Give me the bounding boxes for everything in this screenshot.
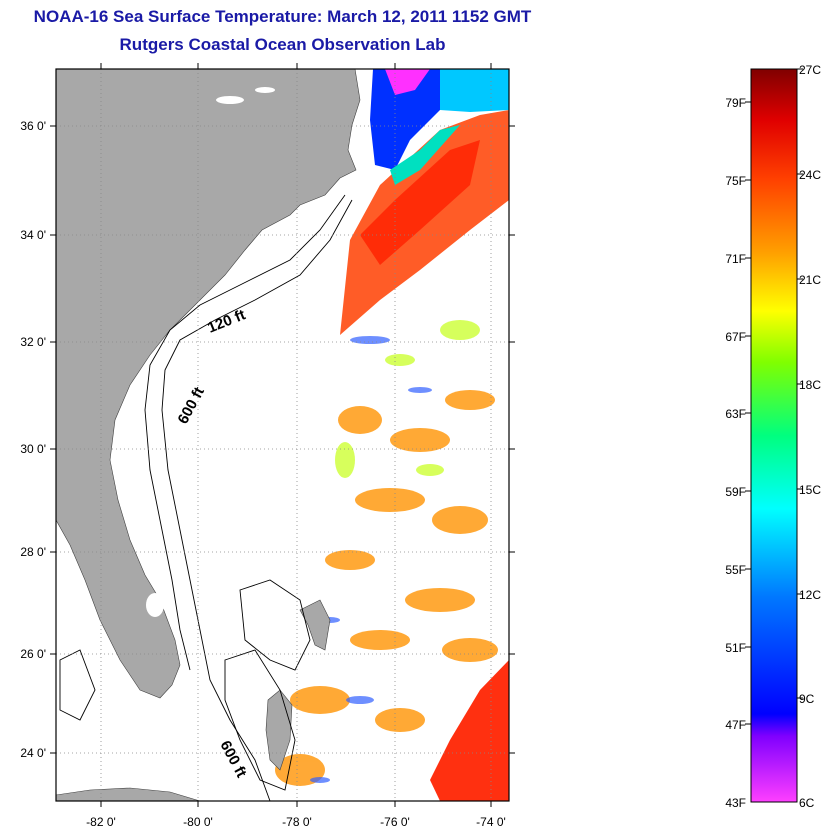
colorbar-c-label: 24C — [799, 168, 821, 182]
colorbar-c-label: 27C — [799, 63, 821, 77]
colorbar-f-label: 47F — [725, 718, 746, 732]
colorbar-f-label: 59F — [725, 485, 746, 499]
colorbar-c-label: 6C — [799, 796, 815, 810]
colorbar-c-label: 21C — [799, 273, 821, 287]
colorbar-f-label: 51F — [725, 641, 746, 655]
axis-ticks — [50, 63, 515, 807]
lon-label: -76 0' — [380, 815, 410, 829]
lat-label: 24 0' — [20, 746, 46, 760]
lon-label: -82 0' — [86, 815, 116, 829]
colorbar-f-label: 63F — [725, 407, 746, 421]
lat-label: 32 0' — [20, 335, 46, 349]
lon-label: -74 0' — [476, 815, 506, 829]
colorbar-c-label: 12C — [799, 588, 821, 602]
lat-label: 26 0' — [20, 647, 46, 661]
colorbar-ticks — [745, 68, 803, 725]
colorbar-c-label: 15C — [799, 483, 821, 497]
colorbar-f-label: 71F — [725, 252, 746, 266]
land-mass — [56, 69, 361, 801]
map-border — [55, 68, 510, 802]
lat-label: 28 0' — [20, 545, 46, 559]
lon-label: -78 0' — [282, 815, 312, 829]
colorbar — [750, 68, 798, 803]
colorbar-f-label: 43F — [725, 796, 746, 810]
colorbar-c-label: 9C — [799, 692, 815, 706]
sst-swath — [275, 69, 509, 801]
map-subtitle: Rutgers Coastal Ocean Observation Lab — [119, 35, 446, 54]
lat-label: 36 0' — [20, 119, 46, 133]
colorbar-f-label: 55F — [725, 563, 746, 577]
bathymetry-contours — [59, 194, 353, 801]
colorbar-c-label: 18C — [799, 378, 821, 392]
colorbar-f-label: 79F — [725, 96, 746, 110]
colorbar-f-label: 75F — [725, 174, 746, 188]
lat-label: 34 0' — [20, 228, 46, 242]
colorbar-f-label: 67F — [725, 330, 746, 344]
lat-label: 30 0' — [20, 442, 46, 456]
lon-label: -80 0' — [183, 815, 213, 829]
map-title: NOAA-16 Sea Surface Temperature: March 1… — [33, 7, 532, 26]
lakes — [146, 87, 275, 617]
